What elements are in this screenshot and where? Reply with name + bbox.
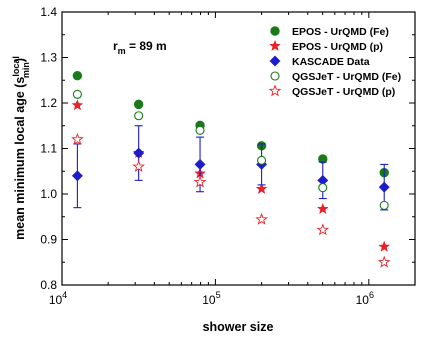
data-marks xyxy=(71,71,391,268)
data-point xyxy=(71,132,84,145)
series-4 xyxy=(71,132,391,268)
legend: EPOS - UrQMD (Fe) EPOS - UrQMD (p) KASCADE… xyxy=(268,26,401,98)
y-tick-label: 1.4 xyxy=(40,5,57,19)
x-tick-label: 106 xyxy=(356,290,374,307)
legend-marker xyxy=(269,39,281,52)
legend-label: QGSJeT - UrQMD (Fe) xyxy=(292,71,401,83)
series-1 xyxy=(71,99,391,252)
x-axis-title: shower size xyxy=(203,320,274,334)
data-point xyxy=(132,160,145,173)
y-tick-label: 1.1 xyxy=(40,142,57,156)
legend-label: EPOS - UrQMD (Fe) xyxy=(292,26,389,38)
data-point xyxy=(379,200,389,210)
data-point xyxy=(194,158,206,170)
series-3 xyxy=(72,89,389,210)
legend-marker xyxy=(269,55,281,67)
data-point xyxy=(255,182,268,195)
data-point xyxy=(378,240,391,252)
legend-label: KASCADE Data xyxy=(292,56,370,68)
data-point xyxy=(71,99,84,111)
series-2 xyxy=(71,125,390,211)
y-tick-label: 1.2 xyxy=(40,96,57,110)
y-tick-label: 1.0 xyxy=(40,187,57,201)
data-point xyxy=(133,99,144,110)
x-tick-label: 104 xyxy=(49,290,67,307)
data-point xyxy=(316,202,329,215)
legend-marker xyxy=(270,26,280,36)
x-tick-label: 105 xyxy=(202,290,220,307)
legend-label: EPOS - UrQMD (p) xyxy=(292,41,383,53)
data-point xyxy=(255,212,268,225)
legend-marker xyxy=(268,84,282,97)
y-tick-label: 0.9 xyxy=(40,233,57,247)
data-point xyxy=(133,147,145,159)
data-point xyxy=(257,155,267,165)
y-tick-label: 0.8 xyxy=(40,278,57,292)
annotation-radius: rm = 89 m xyxy=(113,39,167,56)
y-tick-label: 1.3 xyxy=(40,51,57,65)
y-axis-title: mean minimum local age (slocalmin) xyxy=(11,56,31,240)
data-point xyxy=(193,175,207,188)
data-point xyxy=(377,255,391,268)
legend-label: QGSJeT - UrQMD (p) xyxy=(292,86,395,98)
data-point xyxy=(72,89,82,99)
axis-ticks: 0.8 0.9 1.0 1.1 1.2 1.3 1.4 104 105 106 xyxy=(40,5,416,307)
data-point xyxy=(72,71,83,81)
data-point xyxy=(195,125,205,135)
data-point xyxy=(378,181,390,193)
data-point xyxy=(134,111,144,121)
data-point xyxy=(71,170,83,182)
legend-marker xyxy=(270,71,280,81)
data-point xyxy=(316,223,330,236)
data-point xyxy=(318,183,328,193)
